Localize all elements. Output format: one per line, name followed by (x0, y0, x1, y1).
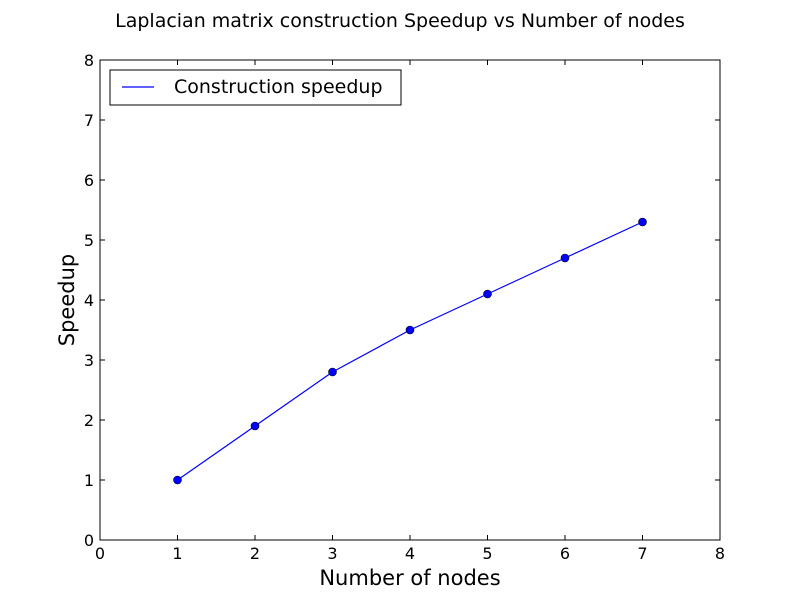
x-axis-title: Number of nodes (319, 566, 500, 590)
y-axis-ticks: 0 1 2 3 4 5 6 7 8 (84, 51, 720, 550)
legend-label: Construction speedup (174, 76, 383, 98)
x-tick-label: 4 (405, 544, 415, 563)
y-tick-label: 6 (84, 171, 94, 190)
plot-area (100, 60, 720, 540)
y-tick-label: 8 (84, 51, 94, 70)
data-point (483, 289, 492, 299)
x-tick-label: 3 (327, 544, 337, 563)
x-tick-label: 6 (560, 544, 570, 563)
legend-box (109, 69, 402, 106)
plot-background (100, 60, 720, 540)
y-tick-label: 5 (84, 231, 94, 250)
y-tick-label: 3 (84, 351, 94, 370)
y-axis-title: Speedup (55, 254, 79, 346)
y-tick-label: 1 (84, 471, 94, 490)
y-tick-label: 2 (84, 411, 94, 430)
data-point (638, 217, 647, 227)
x-tick-label: 5 (482, 544, 492, 563)
x-tick-label: 2 (250, 544, 260, 563)
data-point (560, 253, 570, 263)
x-tick-label: 8 (715, 544, 725, 563)
chart-title: Laplacian matrix construction Speedup vs… (115, 10, 685, 32)
y-tick-label: 0 (84, 531, 94, 550)
x-tick-label: 7 (637, 544, 647, 563)
plot-frame (99, 59, 721, 541)
data-point (405, 325, 415, 335)
data-point (250, 421, 260, 431)
x-tick-label: 1 (172, 544, 182, 563)
data-point (328, 367, 337, 377)
legend: Construction speedup (109, 69, 402, 106)
y-tick-label: 7 (84, 111, 94, 130)
series-layer (173, 217, 647, 485)
x-tick-label: 0 (95, 544, 105, 563)
y-tick-label: 4 (84, 291, 94, 310)
data-point (173, 475, 182, 485)
